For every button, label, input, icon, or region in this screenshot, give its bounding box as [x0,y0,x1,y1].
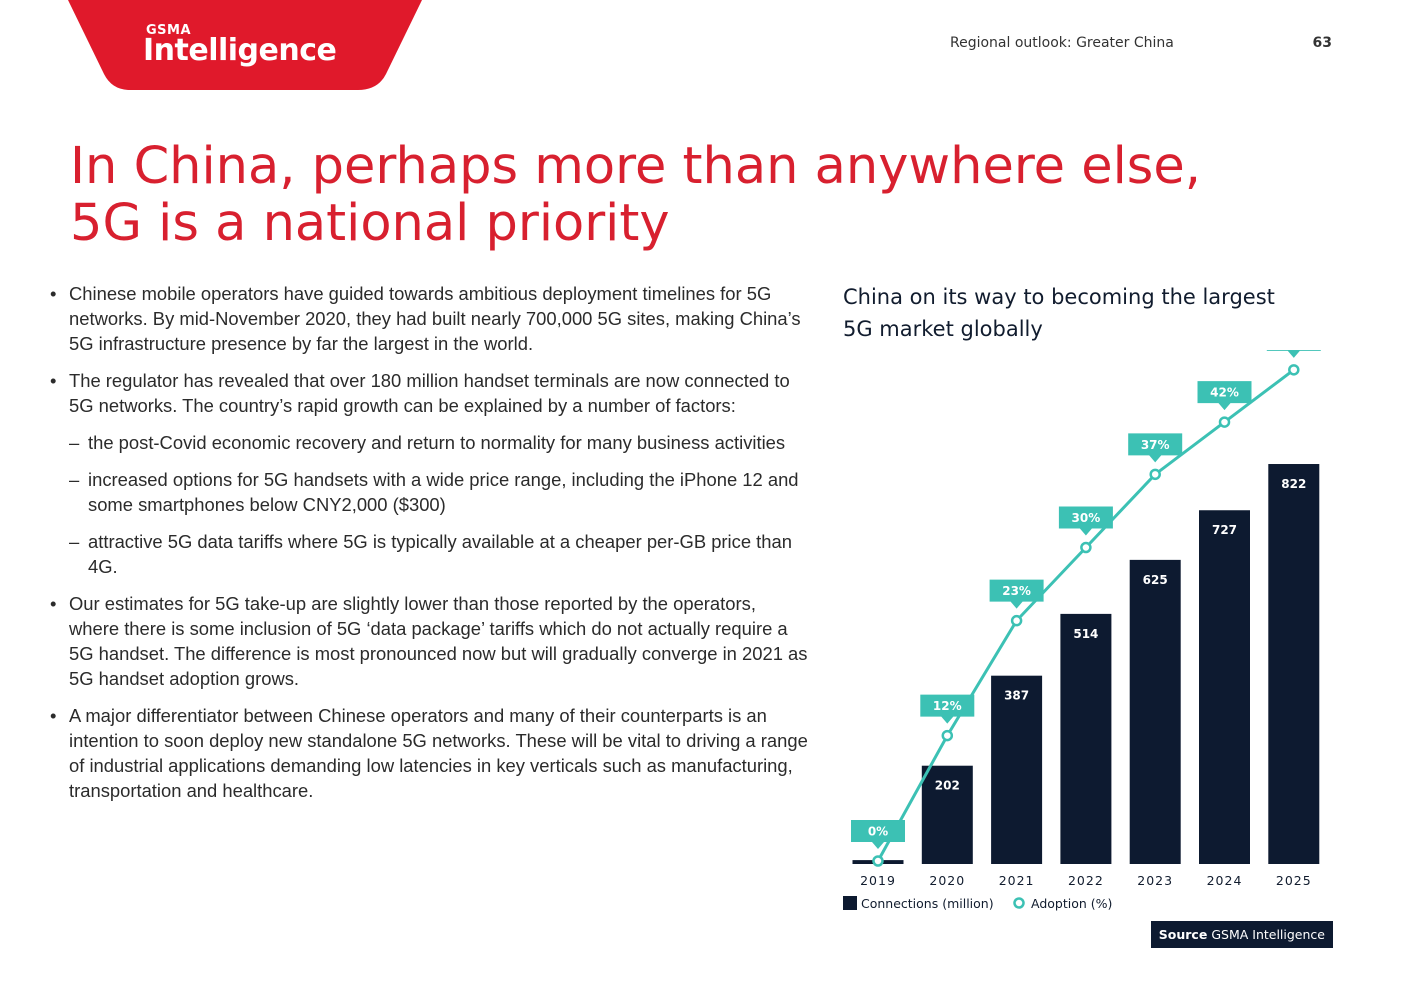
bullet-item: Our estimates for 5G take-up are slightl… [50,591,810,691]
bullet-item: Chinese mobile operators have guided tow… [50,281,810,356]
bullet-item: The regulator has revealed that over 180… [50,368,810,418]
connections-adoption-chart: 2019 202 2020 387 2021 514 2022 625 2023 727 2024 8… [843,350,1321,911]
adoption-label-2019: 0% [868,825,888,839]
adoption-callout-2022 [1058,506,1113,536]
logo-intelligence-text: Intelligence [143,33,337,68]
x-tick-label-2022: 2022 [1068,873,1104,888]
sub-bullet-item: the post-Covid economic recovery and ret… [50,430,810,455]
bar-2022 [1060,613,1112,864]
bar-2021 [991,675,1043,864]
logo: GSMA Intelligence [68,0,422,90]
sub-bullet-item: attractive 5G data tariffs where 5G is t… [50,529,810,579]
bar-2020 [921,765,973,864]
adoption-callout-2023 [1128,433,1183,463]
legend-connections-label: Connections (million) [861,896,994,911]
logo-gsma-text: GSMA [146,23,192,38]
bar-label-2023: 625 [1143,573,1168,587]
bar-label-2022: 514 [1073,627,1098,641]
x-tick-label-2020: 2020 [929,873,965,888]
x-tick-label-2025: 2025 [1276,873,1312,888]
adoption-point-2020 [941,729,954,742]
page-title-line1: In China, perhaps more than anywhere els… [70,137,1201,196]
adoption-label-2024: 42% [1210,386,1239,400]
bar-label-2020: 202 [935,779,960,793]
body-text: Chinese mobile operators have guided tow… [50,281,810,815]
adoption-point-2023 [1149,468,1161,481]
adoption-label-2021: 23% [1002,584,1031,598]
adoption-point-2025 [1288,364,1300,376]
x-tick-label-2021: 2021 [999,873,1035,888]
adoption-callout-2025 [1266,350,1321,358]
legend-adoption-marker [1013,897,1025,909]
page-title-line2: 5G is a national priority [70,194,670,253]
adoption-callout-2021 [989,579,1044,609]
adoption-callout-2024 [1197,381,1252,411]
adoption-callout-2020 [920,694,975,724]
adoption-callout-2019 [851,820,905,849]
page-title: In China, perhaps more than anywhere els… [70,138,1270,252]
adoption-point-2019 [872,855,884,867]
adoption-label-2022: 30% [1072,511,1101,525]
adoption-point-2024 [1218,416,1231,428]
chart-title-line2: 5G market globally [843,317,1043,341]
source-text: GSMA Intelligence [1211,927,1325,942]
chart-title-line1: China on its way to becoming the largest [843,285,1275,309]
chart-title: China on its way to becoming the largest… [843,281,1333,345]
bar-2023 [1129,559,1181,864]
bar-label-2025: 822 [1281,477,1306,491]
source-label: Source [1158,927,1208,942]
legend-connections-swatch [843,896,857,910]
bar-label-2024: 727 [1212,523,1237,537]
x-tick-label-2019: 2019 [860,873,896,888]
page-number: 63 [1312,35,1332,51]
bullet-item: A major differentiator between Chinese o… [50,703,810,803]
adoption-label-2023: 37% [1141,438,1170,452]
bar-2025 [1268,464,1320,864]
logo-tab-shape [68,0,422,90]
source-badge: Source GSMA Intelligence [1150,921,1333,948]
x-tick-label-2023: 2023 [1137,873,1173,888]
adoption-point-2022 [1080,541,1092,554]
bar-2024 [1199,510,1250,864]
bar-label-2021: 387 [1004,689,1029,703]
sub-bullet-item: increased options for 5G handsets with a… [50,467,810,517]
section-title: Regional outlook: Greater China [950,35,1174,51]
adoption-point-2021 [1010,614,1023,627]
legend-adoption-label: Adoption (%) [1031,896,1112,911]
x-tick-label-2024: 2024 [1207,873,1243,888]
adoption-label-2020: 12% [933,699,962,713]
